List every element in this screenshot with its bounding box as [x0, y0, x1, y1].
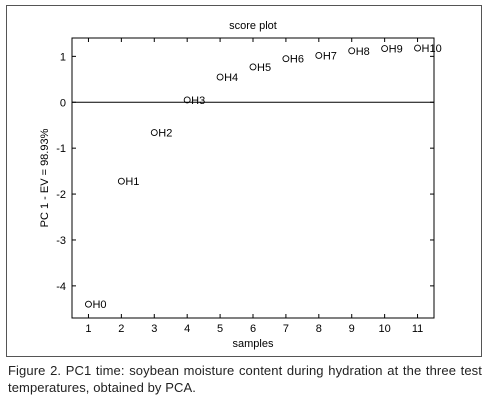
x-tick-label: 2	[118, 323, 124, 335]
chart-title: score plot	[229, 20, 277, 32]
x-tick-label: 1	[85, 323, 91, 335]
data-point-marker	[282, 55, 290, 63]
x-tick-label: 5	[217, 323, 223, 335]
data-point-marker	[85, 300, 92, 308]
data-point-label: H9	[389, 44, 403, 56]
data-point-marker	[183, 96, 191, 104]
data-point-label: H10	[422, 43, 442, 55]
x-axis-label: samples	[233, 338, 274, 350]
data-point-label: H0	[92, 299, 106, 311]
x-tick-label: 9	[349, 323, 355, 335]
x-tick-label: 6	[250, 323, 256, 335]
data-point-marker	[150, 129, 158, 137]
x-tick-label: 4	[184, 323, 190, 335]
y-tick-label: 0	[60, 97, 66, 109]
y-tick-label: 1	[60, 51, 66, 63]
data-point-marker	[348, 47, 356, 55]
x-tick-label: 7	[283, 323, 289, 335]
data-point-label: H8	[356, 46, 370, 58]
y-tick-label: -3	[56, 235, 66, 247]
x-tick-label: 3	[151, 323, 157, 335]
marks-layer: H0 H1 H2 H3 H4 H5 H6 H7 H8 H9 H10	[85, 43, 442, 311]
y-tick-label: -4	[56, 281, 66, 293]
y-axis-label: PC 1 - EV = 98.93%	[39, 128, 51, 227]
data-point-marker	[315, 51, 323, 59]
data-point-label: H3	[191, 95, 205, 107]
y-tick-label: -2	[56, 189, 66, 201]
y-tick-label: -1	[56, 143, 66, 155]
data-point-marker	[414, 44, 421, 52]
data-point-label: H2	[158, 128, 172, 140]
data-point-marker	[249, 63, 257, 71]
figure-caption: Figure 2. PC1 time: soybean moisture con…	[8, 363, 482, 395]
data-point-label: H4	[224, 72, 238, 84]
score-plot-chart: score plot samples PC 1 - EV = 98.93% 1 2…	[39, 20, 442, 350]
data-point-marker	[117, 177, 125, 185]
data-point-label: H1	[125, 176, 139, 188]
axes-layer: 1 2 3 4 5 6 7 8 9 10 11 -4 -3 -2 -1 0 1	[56, 38, 434, 335]
data-point-marker	[216, 73, 224, 81]
data-point-label: H5	[257, 62, 271, 74]
data-point-label: H6	[290, 54, 304, 66]
plot-area	[71, 37, 435, 319]
data-point-marker	[381, 45, 389, 53]
data-point-label: H7	[323, 50, 337, 62]
x-tick-label: 8	[316, 323, 322, 335]
x-tick-label: 10	[379, 323, 391, 335]
x-tick-label: 11	[412, 323, 423, 335]
